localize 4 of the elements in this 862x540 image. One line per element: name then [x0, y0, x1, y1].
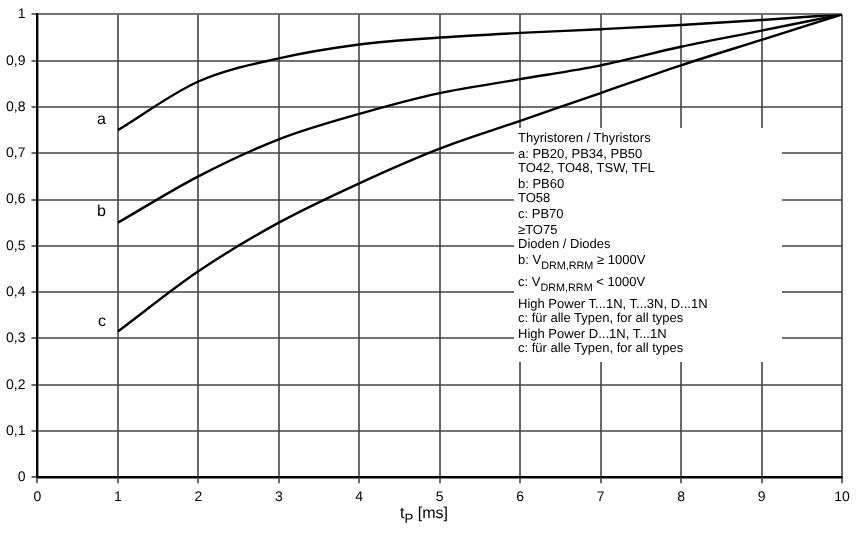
series-label: b: [95, 202, 106, 221]
series-label: c: [95, 311, 106, 330]
x-axis-title: t$_{P}$ [ms]: [400, 504, 449, 528]
series-label: a: [95, 110, 106, 129]
